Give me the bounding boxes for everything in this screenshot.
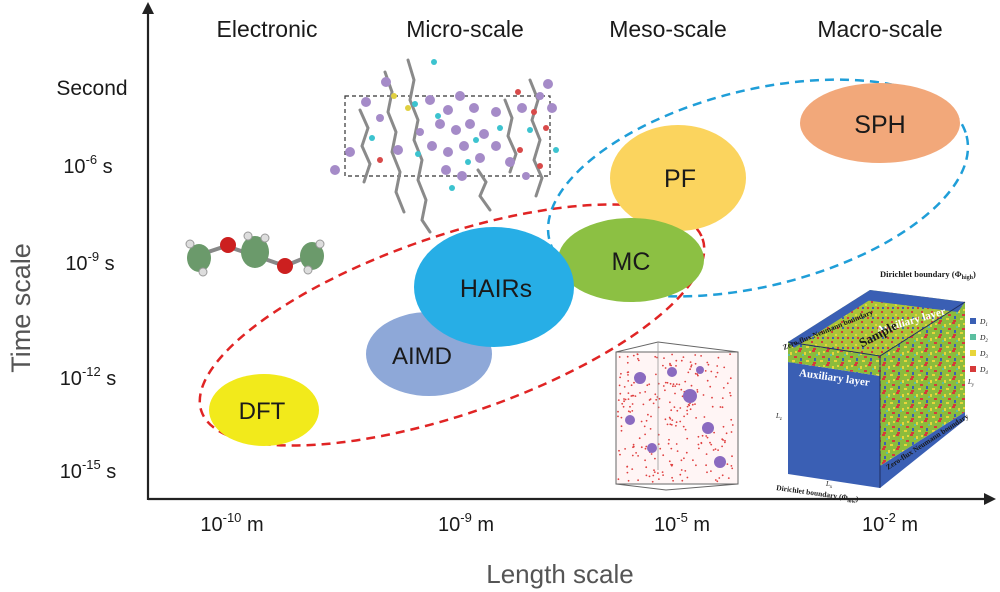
category-electronic: Electronic xyxy=(217,16,318,42)
simulation-box xyxy=(344,95,551,177)
x-tick-label: 10-10 m xyxy=(200,510,263,536)
dirichlet-low-label: Dirichlet boundary (Φlow) xyxy=(775,483,859,505)
y-tick-labels: Second 10-6 s 10-9 s 10-12 s 10-15 s xyxy=(56,77,127,483)
legend-d1: D1 xyxy=(979,317,988,328)
scale-categories: Electronic Micro-scale Meso-scale Macro-… xyxy=(217,16,943,42)
mc-bubble: MC xyxy=(558,218,704,302)
dimension-lx-label: Lx xyxy=(825,480,833,490)
sph-bubble: SPH xyxy=(800,83,960,163)
sph-label: SPH xyxy=(854,111,905,139)
pf-bubble: PF xyxy=(610,125,746,231)
y-tick-label: 10-12 s xyxy=(60,364,117,390)
x-tick-label: 10-9 m xyxy=(438,510,494,536)
molecular-structure-inset xyxy=(330,58,559,234)
x-tick-label: 10-5 m xyxy=(654,510,710,536)
y-tick-label: 10-6 s xyxy=(63,152,112,178)
macro-sample-inset: Auxiliary layer Sample Auxiliary layer D… xyxy=(775,269,988,505)
category-micro-scale: Micro-scale xyxy=(406,16,524,42)
domain-legend: D1 D2 D3 D4 xyxy=(970,317,988,376)
dimension-ly-label: Ly xyxy=(967,378,975,388)
y-tick-label: 10-9 s xyxy=(65,249,114,275)
category-macro-scale: Macro-scale xyxy=(817,16,942,42)
legend-d2: D2 xyxy=(979,333,988,344)
legend-d4: D4 xyxy=(979,365,988,376)
pf-label: PF xyxy=(664,165,696,193)
axes xyxy=(142,2,996,505)
x-tick-label: 10-2 m xyxy=(862,510,918,536)
x-axis-title: Length scale xyxy=(486,559,633,589)
category-meso-scale: Meso-scale xyxy=(609,16,727,42)
dft-label: DFT xyxy=(239,398,286,425)
molecule-atoms xyxy=(330,59,559,191)
aimd-label: AIMD xyxy=(392,343,452,370)
dirichlet-high-label: Dirichlet boundary (Φhigh) xyxy=(880,269,976,281)
y-tick-label: Second xyxy=(56,77,127,100)
x-tick-labels: 10-10 m 10-9 m 10-5 m 10-2 m xyxy=(200,510,918,536)
legend-d3: D3 xyxy=(979,349,988,360)
y-axis-title: Time scale xyxy=(6,243,36,373)
mc-label: MC xyxy=(612,248,651,276)
meso-macro-group-ellipse xyxy=(546,78,970,298)
hairs-label: HAIRs xyxy=(460,275,532,303)
y-tick-label: 10-15 s xyxy=(60,457,117,483)
dimension-lz-label: Lz xyxy=(775,412,782,422)
method-bubbles-upper: SPH PF MC HAIRs xyxy=(414,83,960,347)
electronic-micro-group-ellipse xyxy=(198,203,706,447)
particle-box-inset xyxy=(615,341,739,491)
dft-bubble: DFT xyxy=(209,374,319,446)
electronic-molecule-inset xyxy=(185,231,325,277)
hairs-bubble: HAIRs xyxy=(414,227,574,347)
